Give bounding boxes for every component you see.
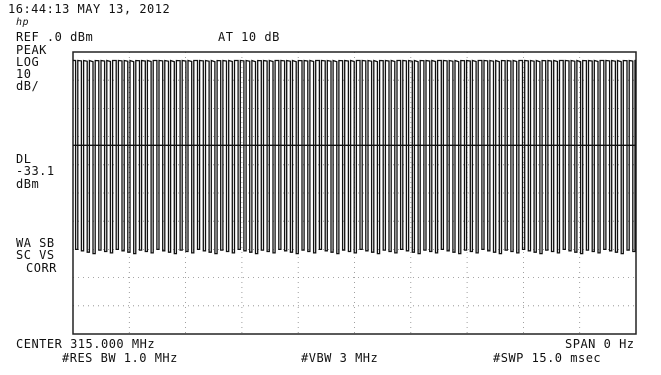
graticule-frame [72,51,637,335]
center-frequency: CENTER 315.000 MHz [16,337,156,351]
spectrum-trace [72,59,637,255]
hp-logo-icon: hp [16,17,30,28]
timestamp: 16:44:13 MAY 13, 2012 [8,2,171,16]
display-line-unit: dBm [16,177,40,191]
video-bandwidth: #VBW 3 MHz [301,351,379,365]
display-line-value: -33.1 [16,164,55,178]
span: SPAN 0 Hz [565,337,635,351]
reference-level: REF .0 dBm [16,30,94,44]
scale-value: 10 [16,67,32,81]
sweep-annotation: SC VS [16,248,55,262]
bandwidth-annotation: WA SB [16,236,55,250]
scale-mode: LOG [16,55,40,69]
attenuation: AT 10 dB [218,30,280,44]
sweep-time: #SWP 15.0 msec [493,351,602,365]
resolution-bandwidth: #RES BW 1.0 MHz [62,351,178,365]
correction-annotation: CORR [26,261,57,275]
display-line-label: DL [16,152,32,166]
scale-unit: dB/ [16,79,40,93]
graticule-grid [73,52,636,334]
detector-mode: PEAK [16,43,47,57]
